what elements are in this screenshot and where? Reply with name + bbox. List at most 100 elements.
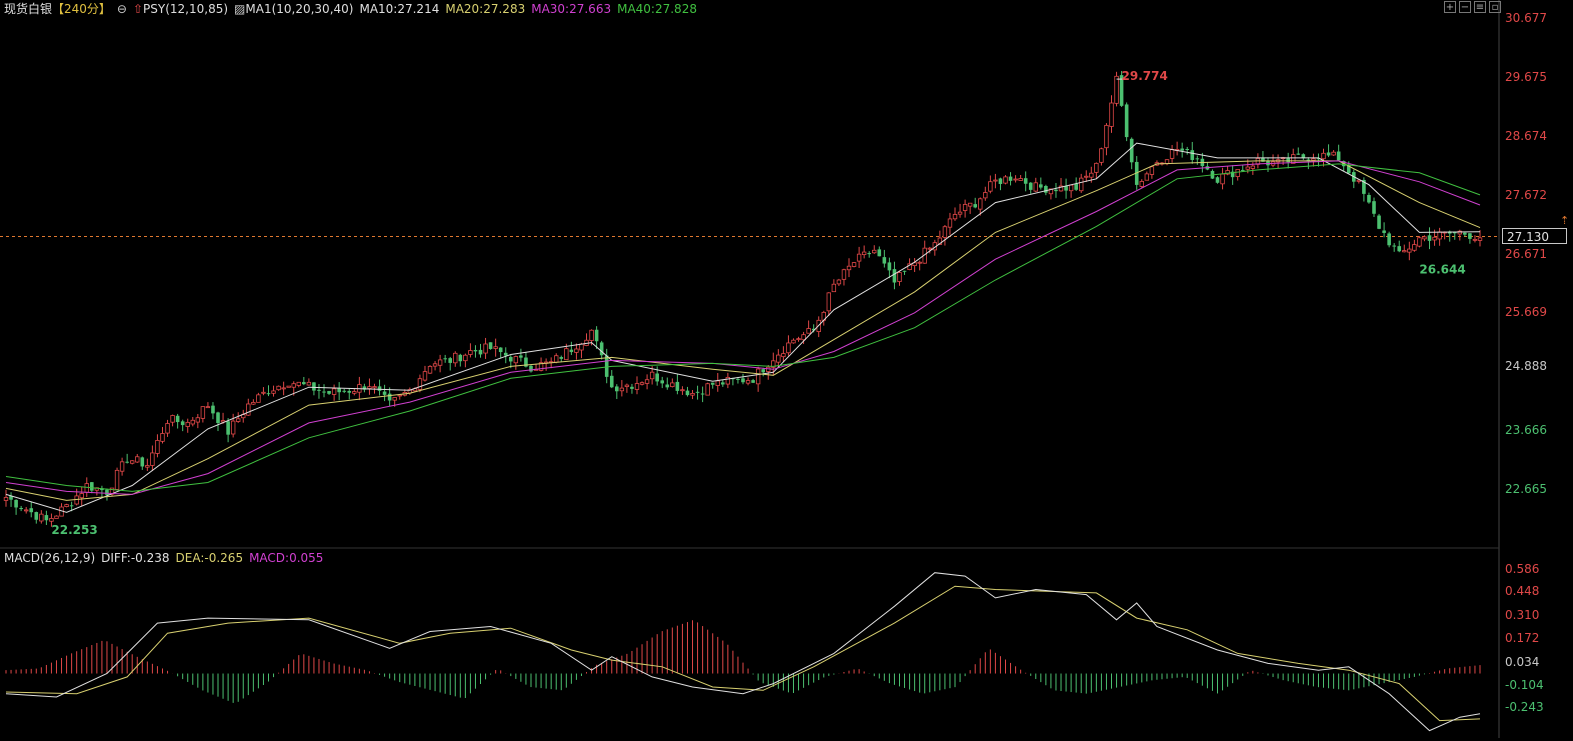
candle-body (175, 415, 180, 423)
candle-body (1382, 230, 1386, 233)
candle-body (1044, 185, 1048, 193)
dea-line (5, 585, 1481, 722)
candle-body (861, 251, 867, 255)
candle-body (998, 178, 1003, 184)
candle-body (220, 420, 226, 423)
candle-body (1144, 173, 1150, 181)
candle-body (594, 329, 599, 342)
candle-body (741, 378, 745, 383)
candle-body (1023, 178, 1028, 184)
candle-body (1225, 170, 1230, 175)
candle-body (700, 393, 705, 395)
candle-body (1261, 157, 1265, 162)
candle-body (1301, 154, 1306, 159)
candle-body (1018, 178, 1023, 181)
candle-body (649, 371, 655, 380)
candle-body (983, 192, 988, 199)
candle-body (1427, 235, 1432, 241)
candle-body (927, 247, 932, 250)
candle-body (463, 354, 468, 362)
candle-body (483, 343, 488, 354)
candle-body (1392, 245, 1396, 247)
candle-body (801, 334, 806, 341)
candle-body (670, 382, 675, 388)
candle-body (1296, 153, 1301, 155)
macd-tick-label: 0.310 (1505, 608, 1540, 622)
crosshair-icon[interactable]: + (1444, 1, 1456, 13)
candle-body (1245, 166, 1250, 170)
candle-body (630, 386, 634, 389)
candle-body (872, 249, 877, 254)
candle-body (478, 349, 483, 355)
period-toggle-icon[interactable]: ⊖ (116, 2, 127, 16)
candle-body (306, 381, 312, 386)
candle-body (962, 204, 968, 211)
candle-body (781, 353, 786, 358)
candle-body (39, 513, 44, 522)
candle-body (524, 357, 528, 367)
zoom-out-icon[interactable]: − (1459, 1, 1471, 13)
candle-body (190, 419, 195, 425)
candle-body (942, 226, 948, 238)
candle-body (165, 423, 170, 434)
candle-body (1033, 182, 1038, 192)
candle-body (513, 356, 519, 364)
expand-icon[interactable]: ▫ (1489, 1, 1501, 13)
candle-body (105, 489, 109, 495)
candle-body (155, 440, 160, 454)
candle-body (90, 482, 94, 491)
current-price-arrow-icon: ⇡ (1560, 214, 1570, 227)
candle-body (609, 375, 614, 388)
candle-body (1215, 177, 1220, 183)
candle-body (695, 391, 700, 393)
dea-value: DEA:-0.265 (175, 551, 244, 565)
candle-body (347, 390, 352, 393)
candle-body (952, 214, 958, 220)
price-tick-label: 22.665 (1505, 482, 1547, 496)
candle-body (150, 452, 155, 466)
candle-body (195, 417, 201, 423)
candle-body (1008, 176, 1013, 181)
price-tick-label: 26.671 (1505, 247, 1547, 261)
candle-body (1230, 171, 1235, 178)
candle-body (503, 352, 508, 356)
window-toolbar: + − ≡ ▫ (1444, 1, 1501, 13)
candle-body (1240, 169, 1245, 171)
candle-body (655, 373, 659, 382)
candle-body (1149, 166, 1155, 175)
candle-body (129, 460, 135, 464)
macd-tick-label: -0.104 (1505, 678, 1544, 692)
candle-body (317, 389, 321, 391)
candle-body (1377, 215, 1381, 229)
candle-body (140, 457, 145, 467)
candle-body (1336, 151, 1341, 161)
candle-body (1477, 237, 1483, 241)
candle-body (1457, 230, 1463, 235)
macd-value: MACD:0.055 (249, 551, 324, 565)
candle-body (1437, 231, 1442, 240)
candle-body (1432, 236, 1437, 241)
candle-body (877, 249, 882, 257)
ma-config-icon[interactable]: ▨ (234, 2, 246, 16)
macd-tick-label: 0.448 (1505, 584, 1540, 598)
candle-body (554, 355, 559, 363)
candle-body (1064, 186, 1068, 191)
candle-body (1387, 233, 1391, 246)
instrument-name: 现货白银 (4, 2, 53, 16)
candle-body (841, 269, 847, 280)
candle-body (897, 272, 902, 282)
candle-body (125, 461, 129, 463)
ma40-value: MA40:27.828 (617, 2, 697, 16)
macd-tick-label: 0.034 (1505, 655, 1540, 669)
candle-body (432, 363, 438, 367)
candle-body (811, 328, 816, 331)
candle-body (1039, 184, 1043, 188)
candle-body (261, 391, 266, 394)
toolbar-grid-icon[interactable]: ≡ (1474, 1, 1486, 13)
candle-body (1372, 201, 1376, 214)
candle-body (29, 508, 34, 513)
candle-body (271, 390, 276, 394)
candle-body (604, 355, 609, 377)
candle-body (382, 391, 387, 395)
